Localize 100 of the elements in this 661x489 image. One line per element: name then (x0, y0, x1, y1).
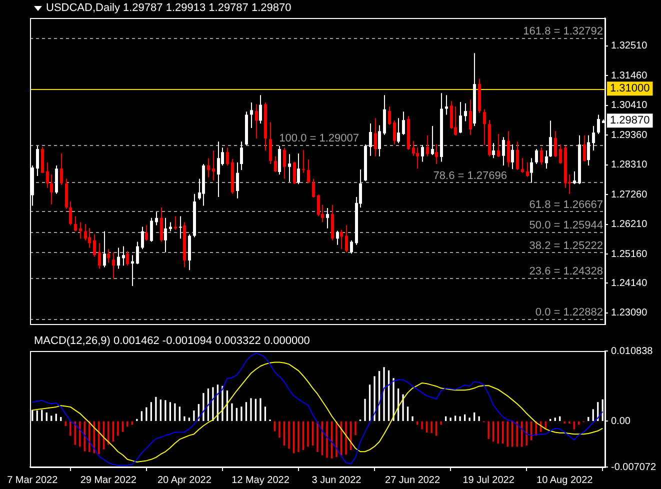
ref-line-label: 161.8 = 1.32792 (523, 25, 603, 38)
candlestick (60, 153, 63, 186)
candlestick (55, 164, 58, 194)
candlestick (307, 159, 310, 184)
candlestick (530, 158, 533, 184)
candlestick (50, 174, 53, 205)
x-tick-label: 29 Mar 2022 (80, 474, 137, 486)
candlestick (412, 140, 415, 156)
candlestick (293, 161, 296, 185)
y-tick-label: 1.28310 (611, 160, 648, 171)
candlestick (378, 124, 381, 157)
candlestick (350, 240, 353, 254)
candlestick (402, 111, 405, 136)
candlestick (226, 147, 229, 166)
candlestick (160, 206, 163, 242)
candlestick (431, 126, 434, 156)
text: 1.29870 (610, 114, 650, 127)
candlestick (250, 102, 253, 129)
x-tick-label: 10 Aug 2022 (536, 474, 594, 486)
candlestick (549, 120, 552, 158)
x-tick-label: 12 May 2022 (232, 474, 290, 486)
candlestick (259, 94, 262, 124)
x-tick-label: 7 Mar 2022 (7, 474, 58, 486)
candlestick (426, 134, 429, 157)
candlestick (217, 141, 220, 198)
y-tick-label: 0.010838 (611, 346, 654, 357)
ref-line-label: 0.0 = 1.22882 (535, 306, 603, 318)
y-tick-label: 1.30410 (611, 100, 648, 112)
candlestick (526, 162, 529, 178)
candlestick (597, 114, 600, 134)
candlestick (46, 162, 49, 188)
candlestick (540, 147, 543, 166)
candlestick (464, 102, 467, 122)
candlestick (511, 144, 514, 170)
y-tick-label: 1.25160 (611, 248, 648, 260)
candlestick (136, 241, 139, 265)
candlestick (278, 145, 281, 176)
candlestick (369, 123, 372, 156)
ref-line-label: 78.6 = 1.27696 (433, 170, 507, 182)
candlestick (459, 101, 462, 134)
x-tick-label: 27 Jun 2022 (385, 474, 440, 486)
candlestick (269, 122, 272, 165)
candlestick (587, 134, 590, 166)
candlestick (583, 134, 586, 162)
x-tick-label: 3 Jun 2022 (312, 474, 362, 486)
candlestick (535, 148, 538, 165)
candlestick (112, 252, 115, 280)
candlestick (502, 136, 505, 166)
candlestick (283, 147, 286, 180)
candlestick (312, 178, 315, 198)
candlestick (521, 158, 524, 174)
candlestick (302, 149, 305, 174)
candlestick (145, 224, 148, 242)
candlestick (117, 247, 120, 270)
ref-line-label: 50.0 = 1.25944 (529, 220, 603, 232)
candlestick (164, 217, 167, 253)
candlestick (155, 211, 158, 226)
candlestick (554, 130, 557, 158)
chart-title: USDCAD,Daily 1.29787 1.29913 1.29787 1.29870 (46, 2, 292, 14)
y-tick-label: 1.32510 (611, 40, 648, 52)
candlestick (74, 216, 77, 232)
candlestick (107, 248, 110, 264)
candlestick (122, 246, 125, 266)
candlestick (454, 106, 457, 136)
candlestick (179, 216, 182, 240)
x-tick-label: 20 Apr 2022 (157, 474, 212, 486)
y-tick-label: 1.29360 (611, 130, 648, 141)
candlestick (236, 162, 239, 199)
candlestick (174, 216, 177, 230)
candlestick (103, 230, 106, 268)
y-tick-label: 1.26210 (611, 219, 648, 230)
candlestick (84, 223, 87, 241)
candlestick (36, 145, 39, 176)
candlestick (169, 222, 172, 232)
candlestick (326, 208, 329, 229)
candlestick (317, 194, 320, 217)
candlestick (98, 242, 101, 270)
y-tick-label: 1.24140 (611, 278, 648, 289)
y-tick-label: 0.00 (611, 416, 631, 427)
candlestick (421, 144, 424, 162)
candlestick (240, 141, 243, 171)
x-tick-label: 19 Jul 2022 (462, 474, 515, 486)
candlestick (274, 156, 277, 172)
candlestick (93, 234, 96, 258)
candlestick (336, 230, 339, 246)
candlestick (126, 250, 129, 266)
candlestick (435, 144, 438, 165)
candlestick (141, 226, 144, 250)
candlestick (416, 147, 419, 170)
candlestick (340, 229, 343, 250)
candlestick (397, 118, 400, 144)
candlestick (288, 154, 291, 182)
ref-line-label: 61.8 = 1.26667 (529, 199, 603, 212)
y-tick-label: -0.007072 (611, 462, 656, 473)
y-tick-label: 1.27260 (611, 189, 648, 200)
candlestick (393, 120, 396, 145)
candlestick (492, 142, 495, 159)
ref-line-label: 38.2 = 1.25222 (529, 240, 603, 252)
candlestick (497, 133, 500, 158)
candlestick (79, 222, 82, 240)
